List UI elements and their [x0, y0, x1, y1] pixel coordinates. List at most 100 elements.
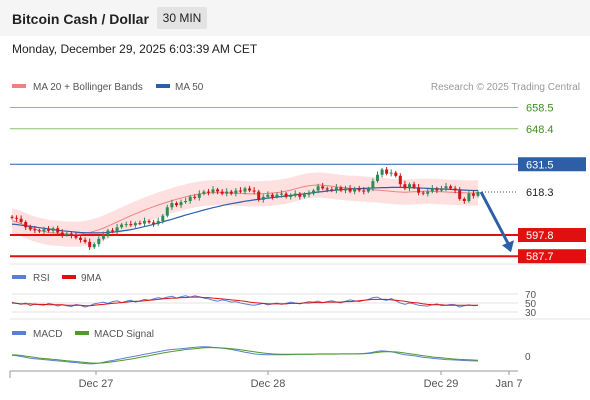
candle-body — [47, 229, 50, 231]
candle-body — [312, 190, 315, 194]
candle-body — [330, 189, 334, 191]
candle-body — [426, 191, 430, 194]
candle-body — [344, 188, 347, 191]
candle-body — [152, 222, 156, 225]
candle-body — [129, 224, 133, 226]
candle-body — [408, 184, 411, 189]
candle-body — [449, 186, 453, 189]
x-axis: Dec 27 Dec 28 Dec 29 Jan 7 — [9, 370, 523, 390]
level-box-597.8 — [518, 228, 586, 243]
candle-body — [440, 188, 443, 191]
projection-arrow-line — [479, 191, 511, 246]
macd-signal-legend-label: MACD Signal — [94, 329, 154, 340]
timestamp: Monday, December 29, 2025 6:03:39 AM CET — [12, 42, 258, 56]
candle-body — [143, 220, 146, 224]
bollinger-band — [12, 172, 478, 247]
candle-body — [101, 235, 105, 239]
candle-body — [357, 188, 361, 191]
candle-body — [462, 198, 466, 201]
candle-body — [298, 193, 302, 197]
candle-body — [417, 187, 421, 193]
candle-body — [229, 191, 233, 194]
candle-body — [421, 192, 425, 194]
candle-body — [398, 175, 402, 185]
macd-legend-label: MACD — [33, 329, 62, 340]
candle-body — [220, 191, 224, 194]
candle-body — [334, 187, 338, 191]
candle-body — [92, 244, 96, 248]
candle-body — [202, 191, 206, 194]
candle-body — [325, 188, 329, 190]
candle-body — [216, 189, 220, 192]
candle-body — [234, 190, 238, 194]
instrument-title: Bitcoin Cash / Dollar — [12, 11, 149, 27]
candle-body — [458, 190, 462, 199]
candle-body — [467, 193, 471, 201]
candle-body — [430, 188, 434, 192]
candle-body — [147, 220, 151, 223]
chart-header: Bitcoin Cash / Dollar 30 MIN — [0, 0, 590, 36]
candle-body — [238, 190, 242, 192]
candle-body — [261, 196, 265, 200]
candle-body — [380, 169, 384, 175]
candle-body — [197, 193, 201, 198]
candle-body — [366, 188, 370, 192]
rsi-legend: RSI 9MA — [12, 273, 102, 284]
candle-body — [24, 222, 28, 228]
candle-body — [88, 241, 92, 248]
candle-body — [74, 235, 78, 238]
macd-signal-line — [11, 347, 479, 364]
candle-body — [275, 194, 279, 197]
candle-body — [133, 223, 137, 226]
candle-body — [353, 188, 357, 192]
candle-body — [188, 196, 192, 201]
candle-body — [476, 192, 480, 196]
x-tick-label: Jan 7 — [496, 378, 523, 390]
candle-body — [403, 184, 407, 189]
candle-body — [69, 233, 73, 236]
candle-body — [65, 233, 69, 236]
x-tick-label: Dec 28 — [251, 378, 286, 390]
level-label-658.5: 658.5 — [526, 103, 554, 115]
price-panel: 658.5 648.4 631.5 618.3 597.8 587.7 — [10, 103, 590, 265]
candle-body — [42, 229, 46, 232]
x-tick-label: Dec 27 — [79, 378, 114, 390]
candle-body — [362, 190, 366, 192]
candle-body — [348, 188, 352, 192]
ma20-legend-swatch — [12, 84, 26, 88]
candle-body — [28, 227, 32, 230]
candle-body — [10, 216, 14, 218]
candle-body — [115, 227, 119, 232]
candle-body — [284, 193, 288, 197]
candle-body — [165, 207, 169, 216]
candle-body — [33, 229, 37, 231]
macd-tick-label: 0 — [525, 352, 531, 363]
candle-body — [243, 188, 247, 192]
candle-body — [83, 239, 87, 242]
candle-body — [170, 203, 174, 208]
rsi-ma-legend-swatch — [62, 275, 76, 279]
ma20-legend-label: MA 20 + Bollinger Bands — [33, 82, 143, 93]
candle-body — [56, 228, 60, 233]
candle-body — [211, 189, 215, 193]
candle-body — [302, 194, 306, 197]
rsi-legend-swatch — [12, 275, 26, 279]
candle-body — [257, 191, 261, 200]
level-box-631.5 — [518, 157, 586, 172]
level-label-597.8: 597.8 — [526, 230, 554, 242]
level-label-587.7: 587.7 — [526, 251, 554, 263]
candle-body — [412, 184, 416, 188]
interval-badge[interactable]: 30 MIN — [157, 7, 207, 29]
macd-line — [11, 346, 478, 365]
level-box-587.7 — [518, 249, 586, 264]
candle-body — [270, 194, 274, 197]
candle-body — [225, 191, 229, 194]
candle-body — [19, 218, 23, 222]
candle-body — [321, 186, 325, 189]
candle-body — [15, 217, 19, 219]
candle-body — [394, 172, 398, 176]
candle-body — [371, 181, 375, 189]
candle-body — [193, 196, 197, 198]
